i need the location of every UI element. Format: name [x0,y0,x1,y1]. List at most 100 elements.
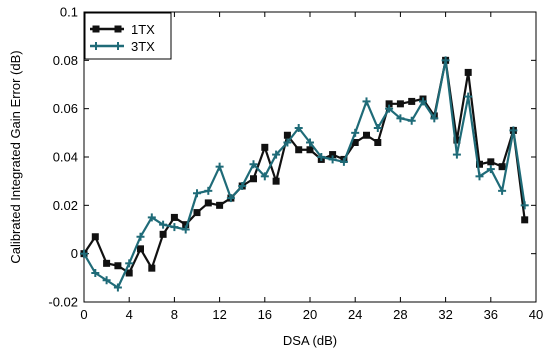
data-point-3tx [294,124,303,132]
data-point-3tx [430,114,439,123]
data-point-3tx [351,128,360,137]
x-tick-label: 20 [303,307,317,322]
x-tick-label: 32 [438,307,452,322]
data-point-3tx [441,56,450,65]
data-point-3tx [136,232,145,241]
data-point-1tx [385,100,393,108]
data-point-1tx [498,163,506,171]
data-point-3tx [362,97,371,106]
data-point-1tx [374,139,382,146]
data-point-3tx [385,104,394,113]
y-tick-label: 0 [71,246,78,261]
data-point-1tx [464,68,472,76]
y-axis-label: Calibrated Integrated Gain Error (dB) [8,50,23,263]
data-point-3tx [283,138,292,147]
data-point-1tx [114,262,122,270]
data-point-1tx [306,146,314,154]
x-axis-label: DSA (dB) [283,333,337,348]
data-point-3tx [407,116,416,125]
series-line-1tx [83,59,526,275]
data-point-1tx [170,213,178,221]
data-point-3tx [452,150,461,159]
data-point-1tx [204,199,212,207]
data-point-1tx [487,158,495,166]
x-tick-label: 0 [80,307,87,322]
data-point-1tx [250,175,257,183]
data-point-3tx [339,157,348,166]
y-tick-label: 0.1 [60,5,78,20]
legend: 1TX 3TX [84,12,172,60]
x-tick-label: 16 [258,307,272,322]
series-layer [80,56,529,292]
data-point-1tx [283,131,291,139]
legend-marker-point [114,25,122,33]
data-point-3tx [204,186,213,195]
data-point-3tx [306,138,314,147]
data-point-3tx [181,225,190,234]
data-point-1tx [159,230,167,238]
data-point-3tx [260,172,269,181]
data-point-1tx [91,233,99,241]
data-point-3tx [193,189,201,198]
x-tick-label: 24 [348,307,362,322]
data-point-1tx [182,221,190,229]
data-point-1tx [125,269,133,277]
x-tick-label: 12 [212,307,226,322]
series-1tx [80,56,529,277]
legend-item-1tx: 1TX [90,22,155,37]
data-point-3tx [113,283,122,292]
legend-box [84,12,172,60]
legend-swatch-marker [92,42,122,50]
data-point-3tx [317,153,326,161]
data-point-3tx [272,150,281,159]
y-tick-label: 0.04 [53,150,78,165]
data-point-1tx [193,209,201,217]
legend-item-3tx: 3TX [90,39,155,54]
data-point-3tx [238,182,247,190]
data-point-1tx [476,160,483,168]
data-point-1tx [103,259,111,267]
series-3tx [80,56,529,292]
data-point-1tx [272,177,280,185]
data-point-3tx [125,259,134,268]
x-tick-label: 36 [484,307,498,322]
data-point-3tx [373,124,382,132]
data-point-3tx [464,92,473,101]
data-point-3tx [419,97,427,106]
data-point-3tx [475,172,484,181]
x-tick-label: 4 [126,307,133,322]
legend-marker-point [92,42,100,50]
legend-swatch-marker [92,25,122,33]
legend-label-1tx: 1TX [131,22,155,37]
data-point-1tx [216,201,224,209]
data-point-3tx [509,126,518,135]
y-tick-label: -0.02 [48,295,78,310]
data-point-3tx [396,114,405,123]
data-point-1tx [261,143,269,151]
x-tick-label: 28 [393,307,407,322]
data-point-1tx [295,146,303,154]
data-point-1tx [396,100,404,108]
data-point-3tx [249,160,258,169]
series-line-3tx [83,59,526,289]
y-tick-label: 0.02 [53,198,78,213]
data-point-3tx [215,162,224,171]
data-point-3tx [80,249,88,258]
legend-label-3tx: 3TX [131,39,155,54]
data-point-3tx [486,165,495,174]
y-tick-label: 0.08 [53,53,78,68]
x-tick-label: 40 [529,307,543,322]
data-point-1tx [137,245,144,253]
y-tick-label: 0.06 [53,101,78,116]
legend-marker-point [114,42,122,50]
x-tick-label: 8 [171,307,178,322]
axis-ticks: 0 4 8 12 16 20 24 28 32 36 40-0.0200.020.040.060.0… [48,5,543,323]
data-point-1tx [148,264,156,272]
data-point-1tx [363,131,370,139]
data-point-3tx [147,213,156,222]
data-point-3tx [102,276,111,285]
data-point-1tx [521,216,529,224]
data-point-1tx [351,139,359,146]
data-point-3tx [159,220,168,229]
